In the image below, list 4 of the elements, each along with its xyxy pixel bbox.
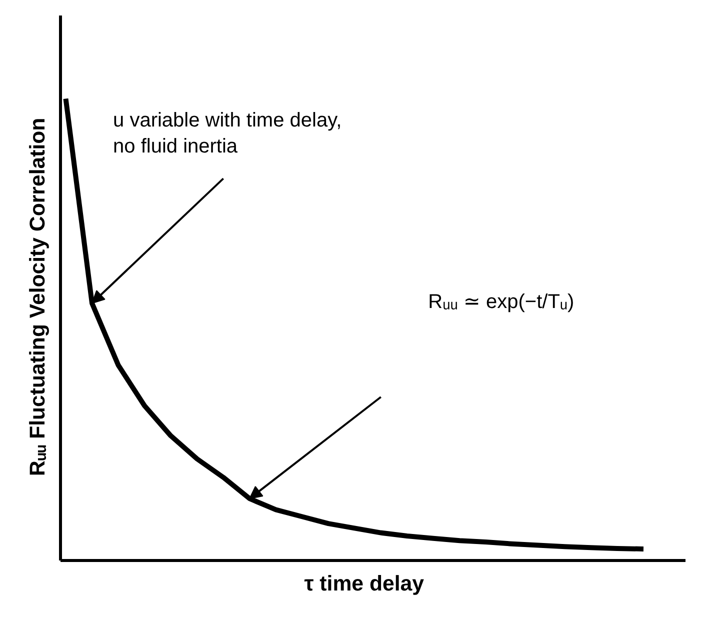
- y-axis-title: Rᵤᵤ Fluctuating Velocity Correlation: [26, 118, 50, 476]
- annotation: Rᵤᵤ ≃ exp(−t/Tᵤ): [428, 290, 574, 313]
- annotation: u variable with time delay, no fluid inertia: [113, 109, 342, 158]
- x-axis-title: τ time delay: [304, 572, 424, 596]
